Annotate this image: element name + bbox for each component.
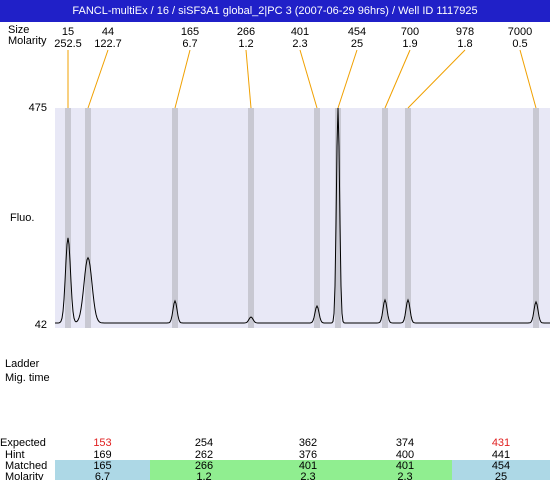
- size-value: 7000: [508, 26, 532, 38]
- y-tick-label: 475: [29, 102, 47, 114]
- molarity-value: 2.3: [300, 471, 315, 480]
- molarity-value: 252.5: [54, 38, 82, 50]
- molarity-value: 0.5: [512, 38, 527, 50]
- leader-line: [384, 49, 411, 109]
- size-value: 15: [62, 26, 74, 38]
- molarity-value: 1.2: [196, 471, 211, 480]
- marker-band: [65, 108, 71, 328]
- leader-line: [519, 49, 537, 109]
- molarity-value: 6.7: [182, 38, 197, 50]
- matched-cell-bg: [452, 460, 550, 480]
- molarity-value: 2.3: [397, 471, 412, 480]
- hint-value: 376: [299, 449, 317, 461]
- expected-value: 254: [195, 437, 213, 449]
- expected-value: 362: [299, 437, 317, 449]
- y-axis-label: Fluo.: [10, 212, 34, 224]
- row-label: Hint: [5, 449, 25, 461]
- matched-cell-bg: [55, 460, 150, 480]
- marker-band: [335, 108, 341, 328]
- molarity-value: 1.9: [402, 38, 417, 50]
- size-value: 165: [181, 26, 199, 38]
- y-tick-label: 42: [35, 319, 47, 331]
- leader-line: [337, 49, 358, 109]
- expected-value: 153: [93, 437, 111, 449]
- molarity-value: 1.2: [238, 38, 253, 50]
- expected-value: 431: [492, 437, 510, 449]
- matched-value: 266: [195, 460, 213, 472]
- leader-line: [174, 49, 191, 109]
- matched-cell-bg: [358, 460, 452, 480]
- size-value: 454: [348, 26, 366, 38]
- matched-cell-bg: [150, 460, 258, 480]
- mig-time-label: Mig. time: [5, 372, 50, 384]
- size-value: 978: [456, 26, 474, 38]
- marker-band: [533, 108, 539, 328]
- size-value: 266: [237, 26, 255, 38]
- leader-line: [87, 49, 109, 109]
- marker-band: [382, 108, 388, 328]
- size-value: 44: [102, 26, 114, 38]
- size-label: Size: [8, 24, 29, 36]
- row-label: Expected: [0, 437, 46, 449]
- molarity-label: Molarity: [8, 35, 47, 47]
- leader-line: [407, 49, 466, 109]
- hint-value: 169: [93, 449, 111, 461]
- size-value: 700: [401, 26, 419, 38]
- matched-value: 454: [492, 460, 510, 472]
- leader-line: [299, 49, 318, 109]
- ladder-label: Ladder: [5, 358, 40, 370]
- marker-band: [248, 108, 254, 328]
- header-bar: [0, 0, 550, 22]
- matched-cell-bg: [258, 460, 358, 480]
- hint-value: 262: [195, 449, 213, 461]
- leader-line: [245, 49, 252, 109]
- molarity-value: 25: [351, 38, 363, 50]
- marker-band: [85, 108, 91, 328]
- row-label: Molarity: [5, 471, 44, 480]
- plot-area: [55, 108, 550, 328]
- header-title: FANCL-multiEx / 16 / siSF3A1 global_2|PC…: [72, 5, 477, 17]
- matched-value: 401: [396, 460, 414, 472]
- molarity-value: 6.7: [95, 471, 110, 480]
- marker-band: [314, 108, 320, 328]
- row-label: Matched: [5, 460, 47, 472]
- expected-value: 374: [396, 437, 414, 449]
- size-value: 401: [291, 26, 309, 38]
- hint-value: 441: [492, 449, 510, 461]
- molarity-value: 25: [495, 471, 507, 480]
- marker-band: [405, 108, 411, 328]
- molarity-value: 122.7: [94, 38, 122, 50]
- molarity-value: 1.8: [457, 38, 472, 50]
- marker-band: [172, 108, 178, 328]
- trace: [55, 107, 550, 324]
- hint-value: 400: [396, 449, 414, 461]
- matched-value: 401: [299, 460, 317, 472]
- matched-value: 165: [93, 460, 111, 472]
- molarity-value: 2.3: [292, 38, 307, 50]
